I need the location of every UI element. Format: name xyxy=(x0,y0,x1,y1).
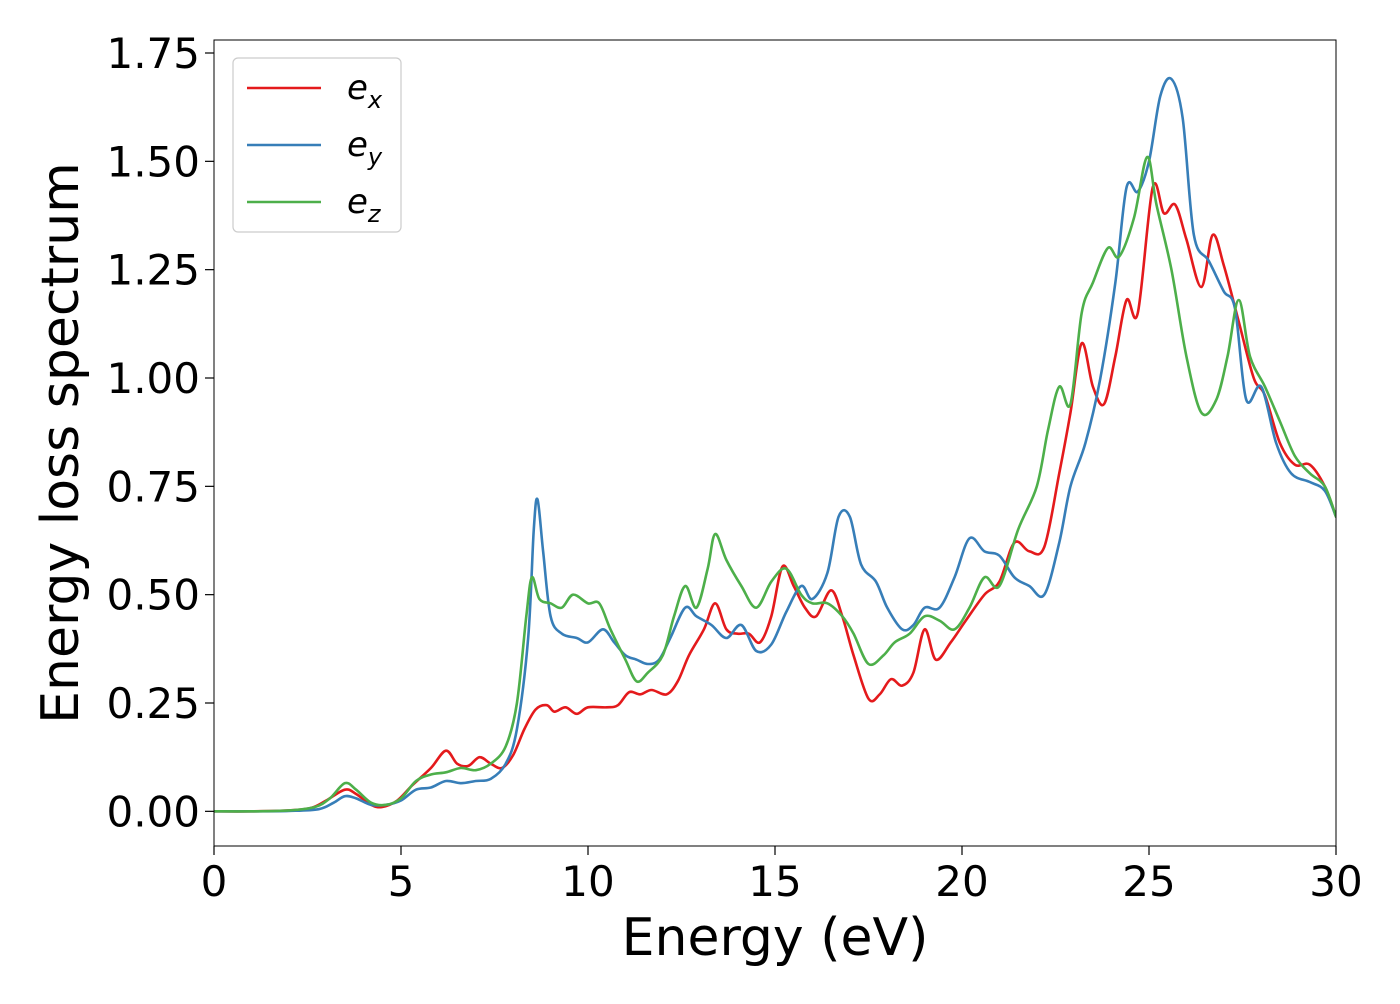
legend-label-base: e xyxy=(347,68,368,108)
x-tick-label: 30 xyxy=(1309,857,1362,906)
x-axis: 0 5 10 15 20 25 30 xyxy=(201,846,1363,906)
legend-label-subscript: z xyxy=(367,200,382,228)
legend-label: ey xyxy=(347,125,383,171)
legend-label-base: e xyxy=(347,125,368,165)
x-tick-label: 0 xyxy=(201,857,228,906)
x-tick-label: 20 xyxy=(935,857,988,906)
legend-label: ez xyxy=(347,182,382,228)
y-axis-label: Energy loss spectrum xyxy=(31,162,91,724)
series-line-e-z xyxy=(214,155,1336,813)
legend-label-base: e xyxy=(347,182,368,222)
legend-label-subscript: y xyxy=(367,143,383,171)
y-tick-label: 1.25 xyxy=(106,246,200,295)
y-tick-label: 1.75 xyxy=(106,29,200,78)
legend-label-subscript: x xyxy=(367,86,383,114)
x-tick-label: 10 xyxy=(561,857,614,906)
legend-label: ex xyxy=(347,68,383,114)
x-axis-label: Energy (eV) xyxy=(622,908,929,968)
y-tick-label: 0.75 xyxy=(106,462,200,511)
x-tick-label: 15 xyxy=(748,857,801,906)
y-tick-label: 1.50 xyxy=(106,137,200,186)
y-axis: 0.00 0.25 0.50 0.75 1.00 1.25 1.50 1.75 xyxy=(106,29,214,836)
series-lines xyxy=(214,76,1336,813)
y-tick-label: 0.25 xyxy=(106,679,200,728)
x-tick-label: 25 xyxy=(1122,857,1175,906)
series-line-e-x xyxy=(214,182,1336,813)
y-tick-label: 1.00 xyxy=(106,354,200,403)
y-tick-label: 0.00 xyxy=(106,787,200,836)
x-tick-label: 5 xyxy=(388,857,415,906)
y-tick-label: 0.50 xyxy=(106,571,200,620)
